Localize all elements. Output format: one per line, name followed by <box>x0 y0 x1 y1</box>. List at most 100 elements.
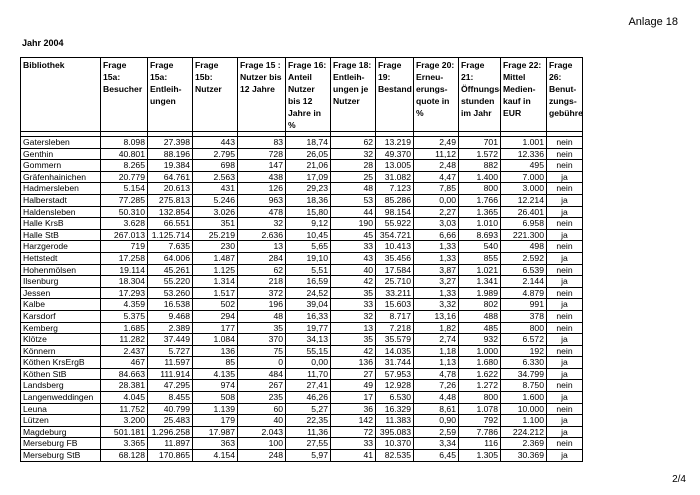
value-cell: 792 <box>458 414 501 427</box>
value-cell: 501.181 <box>100 425 148 439</box>
value-cell: 1.766 <box>458 193 501 207</box>
value-cell: 40 <box>330 263 376 277</box>
value-cell: 2.369 <box>500 437 547 451</box>
value-cell: 378 <box>500 309 547 323</box>
value-cell: 6.539 <box>500 263 547 277</box>
value-cell: nein <box>546 309 583 323</box>
value-cell: 6.572 <box>500 333 547 346</box>
value-cell: 1.365 <box>458 205 501 219</box>
library-name-cell: Köthen KrsErgB <box>20 356 101 369</box>
value-cell: 147 <box>237 159 286 172</box>
table-row: Halberstadt 77.285 275.813 5.246 963 18,36 53 8… <box>20 193 583 207</box>
value-cell: 30.369 <box>500 449 547 462</box>
value-cell: 44 <box>330 205 376 219</box>
value-cell: 0,90 <box>413 414 459 427</box>
value-cell: 363 <box>192 437 238 451</box>
value-cell: 33 <box>330 240 376 253</box>
value-cell: 34.799 <box>500 367 547 381</box>
value-cell: 41 <box>330 449 376 462</box>
value-cell: 85.286 <box>375 193 414 207</box>
value-cell: 1.572 <box>458 147 501 161</box>
value-cell: 2.592 <box>500 251 547 265</box>
value-cell: 21,06 <box>285 159 331 172</box>
value-cell: 45.261 <box>147 263 193 277</box>
library-name-cell: Köthen StB <box>20 367 101 381</box>
value-cell: 39,04 <box>285 298 331 311</box>
value-cell: 42 <box>330 344 376 358</box>
value-cell: 17.293 <box>100 286 148 300</box>
library-name-cell: Magdeburg <box>20 425 101 439</box>
value-cell: 0,00 <box>285 356 331 369</box>
value-cell: 62 <box>237 263 286 277</box>
value-cell: 19,77 <box>285 321 331 335</box>
value-cell: 719 <box>100 240 148 253</box>
value-cell: 4.154 <box>192 449 238 462</box>
value-cell: 9.468 <box>147 309 193 323</box>
value-cell: nein <box>546 147 583 161</box>
value-cell: 3.026 <box>192 205 238 219</box>
value-cell: 17,09 <box>285 170 331 184</box>
value-cell: nein <box>546 263 583 277</box>
value-cell: 351 <box>192 217 238 230</box>
value-cell: 11,36 <box>285 425 331 439</box>
table-row: Landsberg 28.381 47.295 974 267 27,41 49 12.928… <box>20 379 583 393</box>
library-name-cell: Genthin <box>20 147 101 161</box>
value-cell: 354.721 <box>375 228 414 242</box>
value-cell: 2.636 <box>237 228 286 242</box>
library-name-cell: Landsberg <box>20 379 101 393</box>
value-cell: 540 <box>458 240 501 253</box>
value-cell: 7.635 <box>147 240 193 253</box>
library-name-cell: Langenweddingen <box>20 391 101 404</box>
value-cell: 13.219 <box>375 136 414 149</box>
library-name-cell: Halle KrsB <box>20 217 101 230</box>
value-cell: 27.398 <box>147 136 193 149</box>
value-cell: 963 <box>237 193 286 207</box>
value-cell: 267.013 <box>100 228 148 242</box>
value-cell: 13.005 <box>375 159 414 172</box>
table-row: Halle KrsB 3.628 66.551 351 32 9,12 190 55.922 3… <box>20 217 583 230</box>
value-cell: 370 <box>237 333 286 346</box>
library-name-cell: Merseburg FB <box>20 437 101 451</box>
value-cell: 2.437 <box>100 344 148 358</box>
table-row: Leuna 11.752 40.799 1.139 60 5,27 36 16.329 8,61… <box>20 402 583 416</box>
table-row: Karsdorf 5.375 9.468 294 48 16,33 32 8.717 13,16… <box>20 309 583 323</box>
value-cell: ja <box>546 391 583 404</box>
value-cell: 248 <box>237 449 286 462</box>
value-cell: 7.786 <box>458 425 501 439</box>
value-cell: 1.001 <box>500 136 547 149</box>
value-cell: 1.600 <box>500 391 547 404</box>
table-row: Klötze 11.282 37.449 1.084 370 34,13 35 35.579 2… <box>20 333 583 346</box>
value-cell: 275.813 <box>147 193 193 207</box>
value-cell: 126 <box>237 182 286 195</box>
value-cell: 8,61 <box>413 402 459 416</box>
value-cell: 14.035 <box>375 344 414 358</box>
annex-label: Anlage 18 <box>628 16 678 28</box>
column-header: Frage 18: Entleih-ungen je Nutzer <box>330 57 376 132</box>
value-cell: 1.125.714 <box>147 228 193 242</box>
value-cell: 438 <box>237 170 286 184</box>
value-cell: 478 <box>237 205 286 219</box>
value-cell: 11.897 <box>147 437 193 451</box>
table-row: Langenweddingen 4.045 8.455 508 235 46,26 17 6.… <box>20 391 583 404</box>
value-cell: 2.795 <box>192 147 238 161</box>
table-row: Köthen StB 84.663 111.914 4.135 484 11,70 27 57… <box>20 367 583 381</box>
value-cell: 36 <box>330 402 376 416</box>
table-row: Magdeburg 501.181 1.296.258 17.987 2.043 11,3… <box>20 425 583 439</box>
value-cell: 16.538 <box>147 298 193 311</box>
value-cell: 55.220 <box>147 275 193 288</box>
value-cell: 1.296.258 <box>147 425 193 439</box>
value-cell: 2,48 <box>413 159 459 172</box>
value-cell: 28.381 <box>100 379 148 393</box>
value-cell: 33 <box>330 437 376 451</box>
table-row: Haldensleben 50.310 132.854 3.026 478 15,80 44… <box>20 205 583 219</box>
value-cell: 33.211 <box>375 286 414 300</box>
value-cell: ja <box>546 193 583 207</box>
library-statistics-table: Bibliothek Frage 15a: Besucher Frage 15a: … <box>20 57 583 462</box>
value-cell: 25 <box>330 170 376 184</box>
value-cell: 3,87 <box>413 263 459 277</box>
value-cell: 25.710 <box>375 275 414 288</box>
table-row: Kalbe 4.359 16.538 502 196 39,04 33 15.603 3,32 8… <box>20 298 583 311</box>
column-header: Frage 15a: Besucher <box>100 57 148 132</box>
value-cell: 5.154 <box>100 182 148 195</box>
value-cell: ja <box>546 333 583 346</box>
